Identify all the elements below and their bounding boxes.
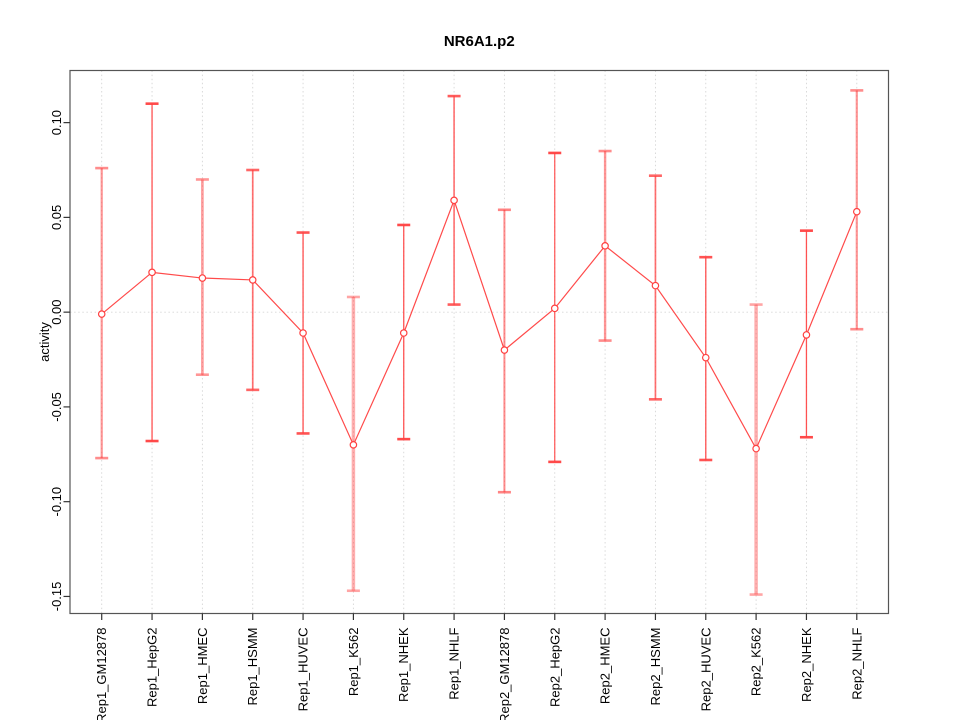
x-tick-label: Rep2_GM12878 bbox=[497, 628, 512, 720]
data-point bbox=[450, 196, 458, 205]
data-point bbox=[701, 353, 710, 362]
y-tick-label: -0.05 bbox=[49, 392, 64, 422]
x-tick-label: Rep1_GM12878 bbox=[94, 628, 109, 720]
x-tick-label: Rep2_HMEC bbox=[598, 628, 613, 705]
data-point bbox=[97, 310, 106, 318]
x-tick-label: Rep1_K562 bbox=[346, 628, 361, 697]
chart-title: NR6A1.p2 bbox=[444, 33, 515, 50]
x-tick-label: Rep1_HUVEC bbox=[296, 628, 311, 712]
data-point bbox=[601, 242, 609, 250]
y-tick-label: 0.10 bbox=[49, 110, 64, 135]
series-line bbox=[101, 198, 858, 450]
y-axis-label: activity bbox=[37, 322, 52, 362]
x-tick-label: Rep1_NHLF bbox=[447, 627, 462, 699]
x-tick-label: Rep2_NHLF bbox=[849, 627, 864, 699]
data-point bbox=[198, 274, 207, 282]
data-point bbox=[248, 276, 257, 284]
data-point bbox=[550, 304, 559, 313]
data-point bbox=[752, 444, 760, 453]
y-tick-label: 0.05 bbox=[49, 205, 64, 230]
data-point bbox=[399, 329, 408, 337]
data-point bbox=[349, 441, 358, 449]
x-tick-label: Rep2_HUVEC bbox=[698, 628, 713, 712]
data-point bbox=[852, 207, 861, 216]
data-point bbox=[500, 346, 509, 354]
x-tick-label: Rep2_HSMM bbox=[648, 628, 663, 706]
data-point bbox=[651, 281, 660, 290]
x-tick-label: Rep1_HSMM bbox=[245, 628, 260, 706]
y-tick-label: -0.10 bbox=[49, 487, 64, 517]
x-tick-label: Rep2_HepG2 bbox=[547, 628, 562, 708]
x-tick-label: Rep1_HMEC bbox=[195, 628, 210, 705]
plot-box bbox=[69, 69, 890, 615]
data-point bbox=[148, 268, 156, 277]
data-point bbox=[299, 329, 307, 337]
y-tick-label: 0.00 bbox=[49, 299, 64, 324]
x-tick-label: Rep1_NHEK bbox=[396, 627, 411, 702]
x-tick-label: Rep1_HepG2 bbox=[145, 628, 160, 708]
x-tick-label: Rep2_K562 bbox=[749, 628, 764, 697]
data-point bbox=[802, 331, 811, 339]
x-tick-label: Rep2_NHEK bbox=[799, 627, 814, 702]
y-tick-label: -0.15 bbox=[49, 582, 64, 612]
